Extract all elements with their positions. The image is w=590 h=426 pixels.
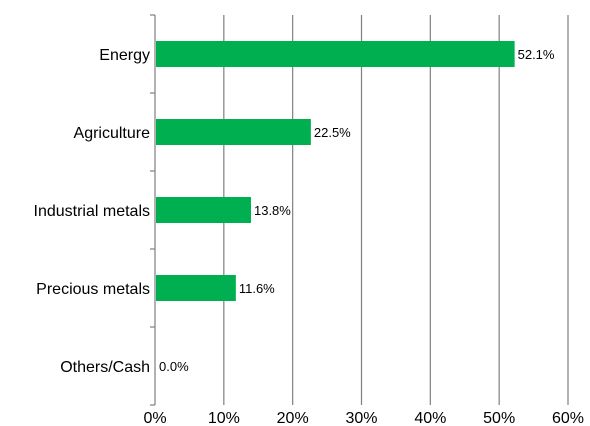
x-tick-label: 50% [483,410,515,426]
x-tick-label: 20% [277,410,309,426]
x-tick-label: 40% [414,410,446,426]
bar-precious-metals [156,275,236,301]
data-label: 13.8% [254,203,291,218]
x-tick-labels: 0% 10% 20% 30% 40% 50% 60% [143,410,584,426]
data-label: 0.0% [159,359,189,374]
x-tick-label: 60% [552,410,584,426]
category-label: Others/Cash [60,359,150,376]
category-label: Agriculture [74,125,151,142]
data-label: 22.5% [314,125,351,140]
bars [156,41,515,301]
x-tick-label: 30% [345,410,377,426]
x-tick-label: 10% [208,410,240,426]
category-label: Precious metals [36,281,150,298]
data-labels: 52.1% 22.5% 13.8% 11.6% 0.0% [159,47,555,374]
category-labels: Energy Agriculture Industrial metals Precio… [34,47,151,376]
bar-energy [156,41,515,67]
data-label: 52.1% [518,47,555,62]
category-label: Energy [99,47,150,64]
category-label: Industrial metals [34,203,151,220]
bar-agriculture [156,119,311,145]
data-label: 11.6% [239,281,275,296]
bar-industrial-metals [156,197,251,223]
x-tick-label: 0% [143,410,166,426]
gridlines [223,15,569,405]
y-axis [150,14,156,406]
